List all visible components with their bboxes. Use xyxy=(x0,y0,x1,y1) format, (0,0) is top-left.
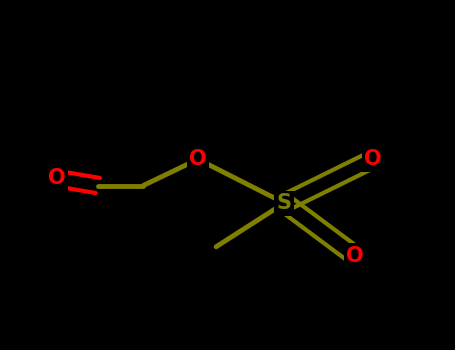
Text: S: S xyxy=(277,193,292,213)
Text: O: O xyxy=(364,149,382,169)
Text: O: O xyxy=(48,168,66,189)
Text: O: O xyxy=(189,149,207,169)
Text: O: O xyxy=(346,245,364,266)
